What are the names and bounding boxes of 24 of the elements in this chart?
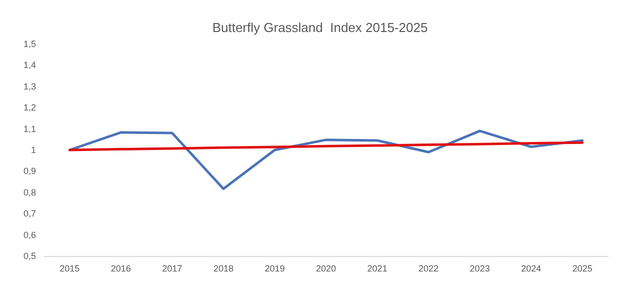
y-tick-label: 0,5 bbox=[23, 251, 36, 261]
y-tick-label: 0,6 bbox=[23, 230, 36, 240]
x-tick-label: 2018 bbox=[213, 264, 234, 274]
x-tick-label: 2022 bbox=[418, 264, 439, 274]
x-tick-label: 2017 bbox=[162, 264, 182, 274]
x-tick-label: 2019 bbox=[264, 264, 285, 274]
y-tick-label: 1,1 bbox=[23, 124, 36, 134]
x-tick-label: 2023 bbox=[470, 264, 490, 274]
x-tick-label: 2016 bbox=[110, 264, 131, 274]
y-tick-label: 1,4 bbox=[23, 60, 36, 70]
y-tick-label: 0,8 bbox=[23, 187, 36, 198]
x-tick-label: 2025 bbox=[572, 264, 592, 274]
line-series bbox=[68, 141, 584, 152]
y-tick-label: 1,2 bbox=[23, 102, 36, 113]
y-tick-label: 0,7 bbox=[23, 208, 36, 219]
y-tick-label: 1,3 bbox=[23, 81, 36, 92]
y-tick-label: 1,5 bbox=[23, 39, 36, 49]
x-tick-label: 2020 bbox=[316, 264, 336, 274]
x-tick-label: 2024 bbox=[521, 264, 542, 274]
x-tick-label: 2015 bbox=[60, 264, 80, 274]
chart-title: Butterfly Grassland Index 2015-2025 bbox=[212, 20, 428, 35]
x-tick-label: 2021 bbox=[367, 264, 388, 274]
y-tick-label: 0,9 bbox=[23, 166, 36, 176]
y-tick-label: 1 bbox=[30, 145, 36, 155]
